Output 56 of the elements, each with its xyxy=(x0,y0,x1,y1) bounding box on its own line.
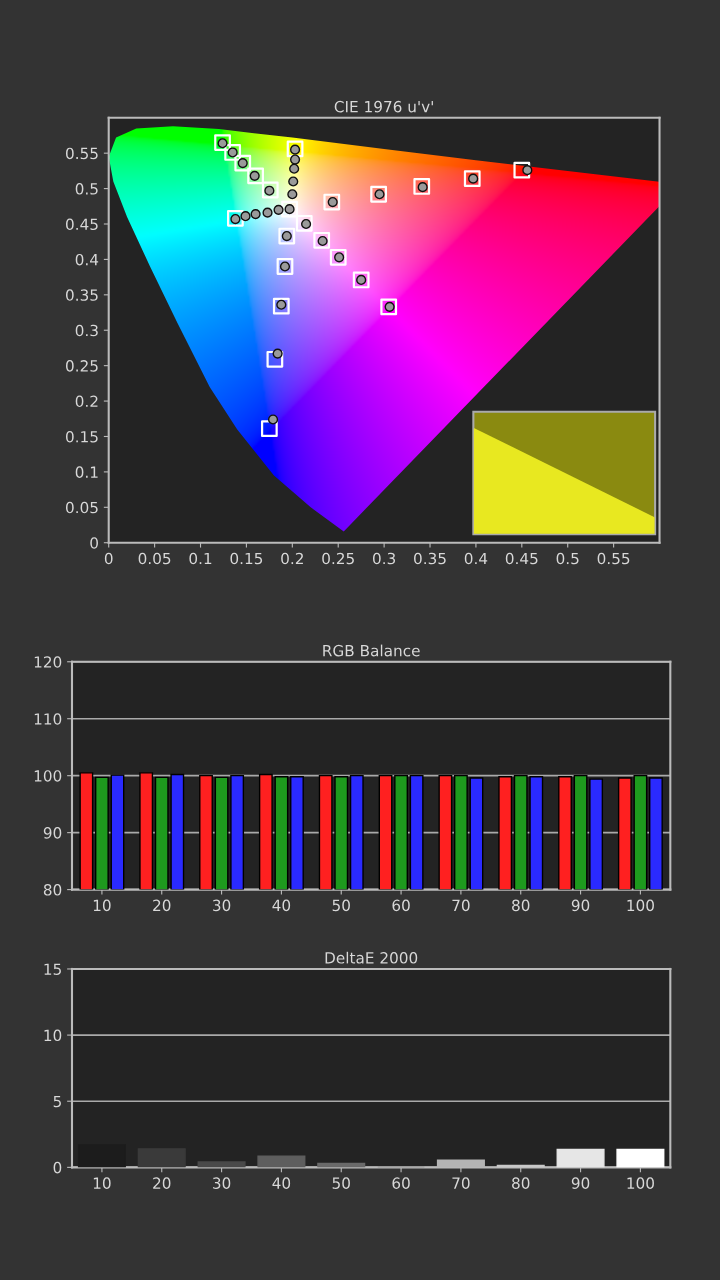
x-tick-label: 20 xyxy=(153,899,171,912)
y-tick-label: 0.05 xyxy=(65,501,98,514)
y-tick-label: 0 xyxy=(90,537,98,549)
chart-title: DeltaE 2000 xyxy=(325,951,418,964)
x-tick-label: 0.05 xyxy=(138,552,171,565)
x-tick-label: 0.5 xyxy=(556,552,579,565)
y-tick-label: 0.55 xyxy=(65,147,98,160)
y-tick-label: 90 xyxy=(43,827,62,839)
y-tick-label: 0.15 xyxy=(65,430,98,443)
chart-title: RGB Balance xyxy=(323,644,420,657)
x-tick-label: 0.3 xyxy=(372,552,396,565)
y-tick-label: 0.4 xyxy=(75,253,99,266)
x-tick-label: 0.45 xyxy=(505,552,538,565)
y-tick-label: 0.2 xyxy=(75,395,98,408)
x-tick-label: 60 xyxy=(392,1177,410,1189)
y-tick-label: 0.35 xyxy=(65,289,98,301)
y-tick-label: 0.5 xyxy=(75,183,98,195)
x-tick-label: 80 xyxy=(512,1177,530,1189)
y-tick-label: 15 xyxy=(44,963,61,975)
y-tick-label: 80 xyxy=(43,884,62,896)
x-tick-label: 40 xyxy=(272,1177,291,1189)
y-tick-label: 100 xyxy=(34,770,62,782)
x-tick-label: 90 xyxy=(571,1177,590,1189)
x-tick-label: 0.2 xyxy=(281,552,303,565)
x-tick-label: 0.1 xyxy=(189,552,212,565)
x-tick-label: 70 xyxy=(452,899,470,912)
x-tick-label: 50 xyxy=(332,1177,350,1189)
x-tick-label: 100 xyxy=(627,899,654,912)
x-tick-label: 0 xyxy=(104,552,113,565)
x-tick-label: 80 xyxy=(512,899,530,912)
x-tick-label: 0.4 xyxy=(464,552,488,565)
x-tick-label: 90 xyxy=(571,899,590,912)
y-tick-label: 5 xyxy=(53,1095,61,1108)
x-tick-label: 0.15 xyxy=(230,552,263,565)
x-tick-label: 10 xyxy=(93,1177,111,1189)
y-tick-label: 110 xyxy=(34,713,62,725)
y-tick-label: 0.3 xyxy=(75,324,98,337)
x-tick-label: 100 xyxy=(627,1177,654,1189)
chart-title: CIE 1976 u'v' xyxy=(334,100,433,113)
y-tick-label: 120 xyxy=(34,656,62,668)
x-tick-label: 10 xyxy=(93,899,111,912)
y-tick-label: 10 xyxy=(44,1029,62,1042)
x-tick-label: 20 xyxy=(153,1177,171,1189)
x-tick-label: 50 xyxy=(332,899,350,912)
x-tick-label: 0.35 xyxy=(414,552,446,565)
y-tick-label: 0 xyxy=(53,1161,62,1174)
y-tick-label: 0.25 xyxy=(65,360,98,372)
x-tick-label: 0.25 xyxy=(322,552,354,565)
y-tick-label: 0.45 xyxy=(65,218,98,231)
x-tick-label: 30 xyxy=(213,899,231,912)
x-tick-label: 30 xyxy=(213,1177,231,1189)
x-tick-label: 70 xyxy=(452,1177,470,1189)
x-tick-label: 0.55 xyxy=(597,552,630,565)
x-tick-label: 40 xyxy=(272,899,291,912)
y-tick-label: 0.1 xyxy=(75,466,98,478)
x-tick-label: 60 xyxy=(392,899,410,912)
